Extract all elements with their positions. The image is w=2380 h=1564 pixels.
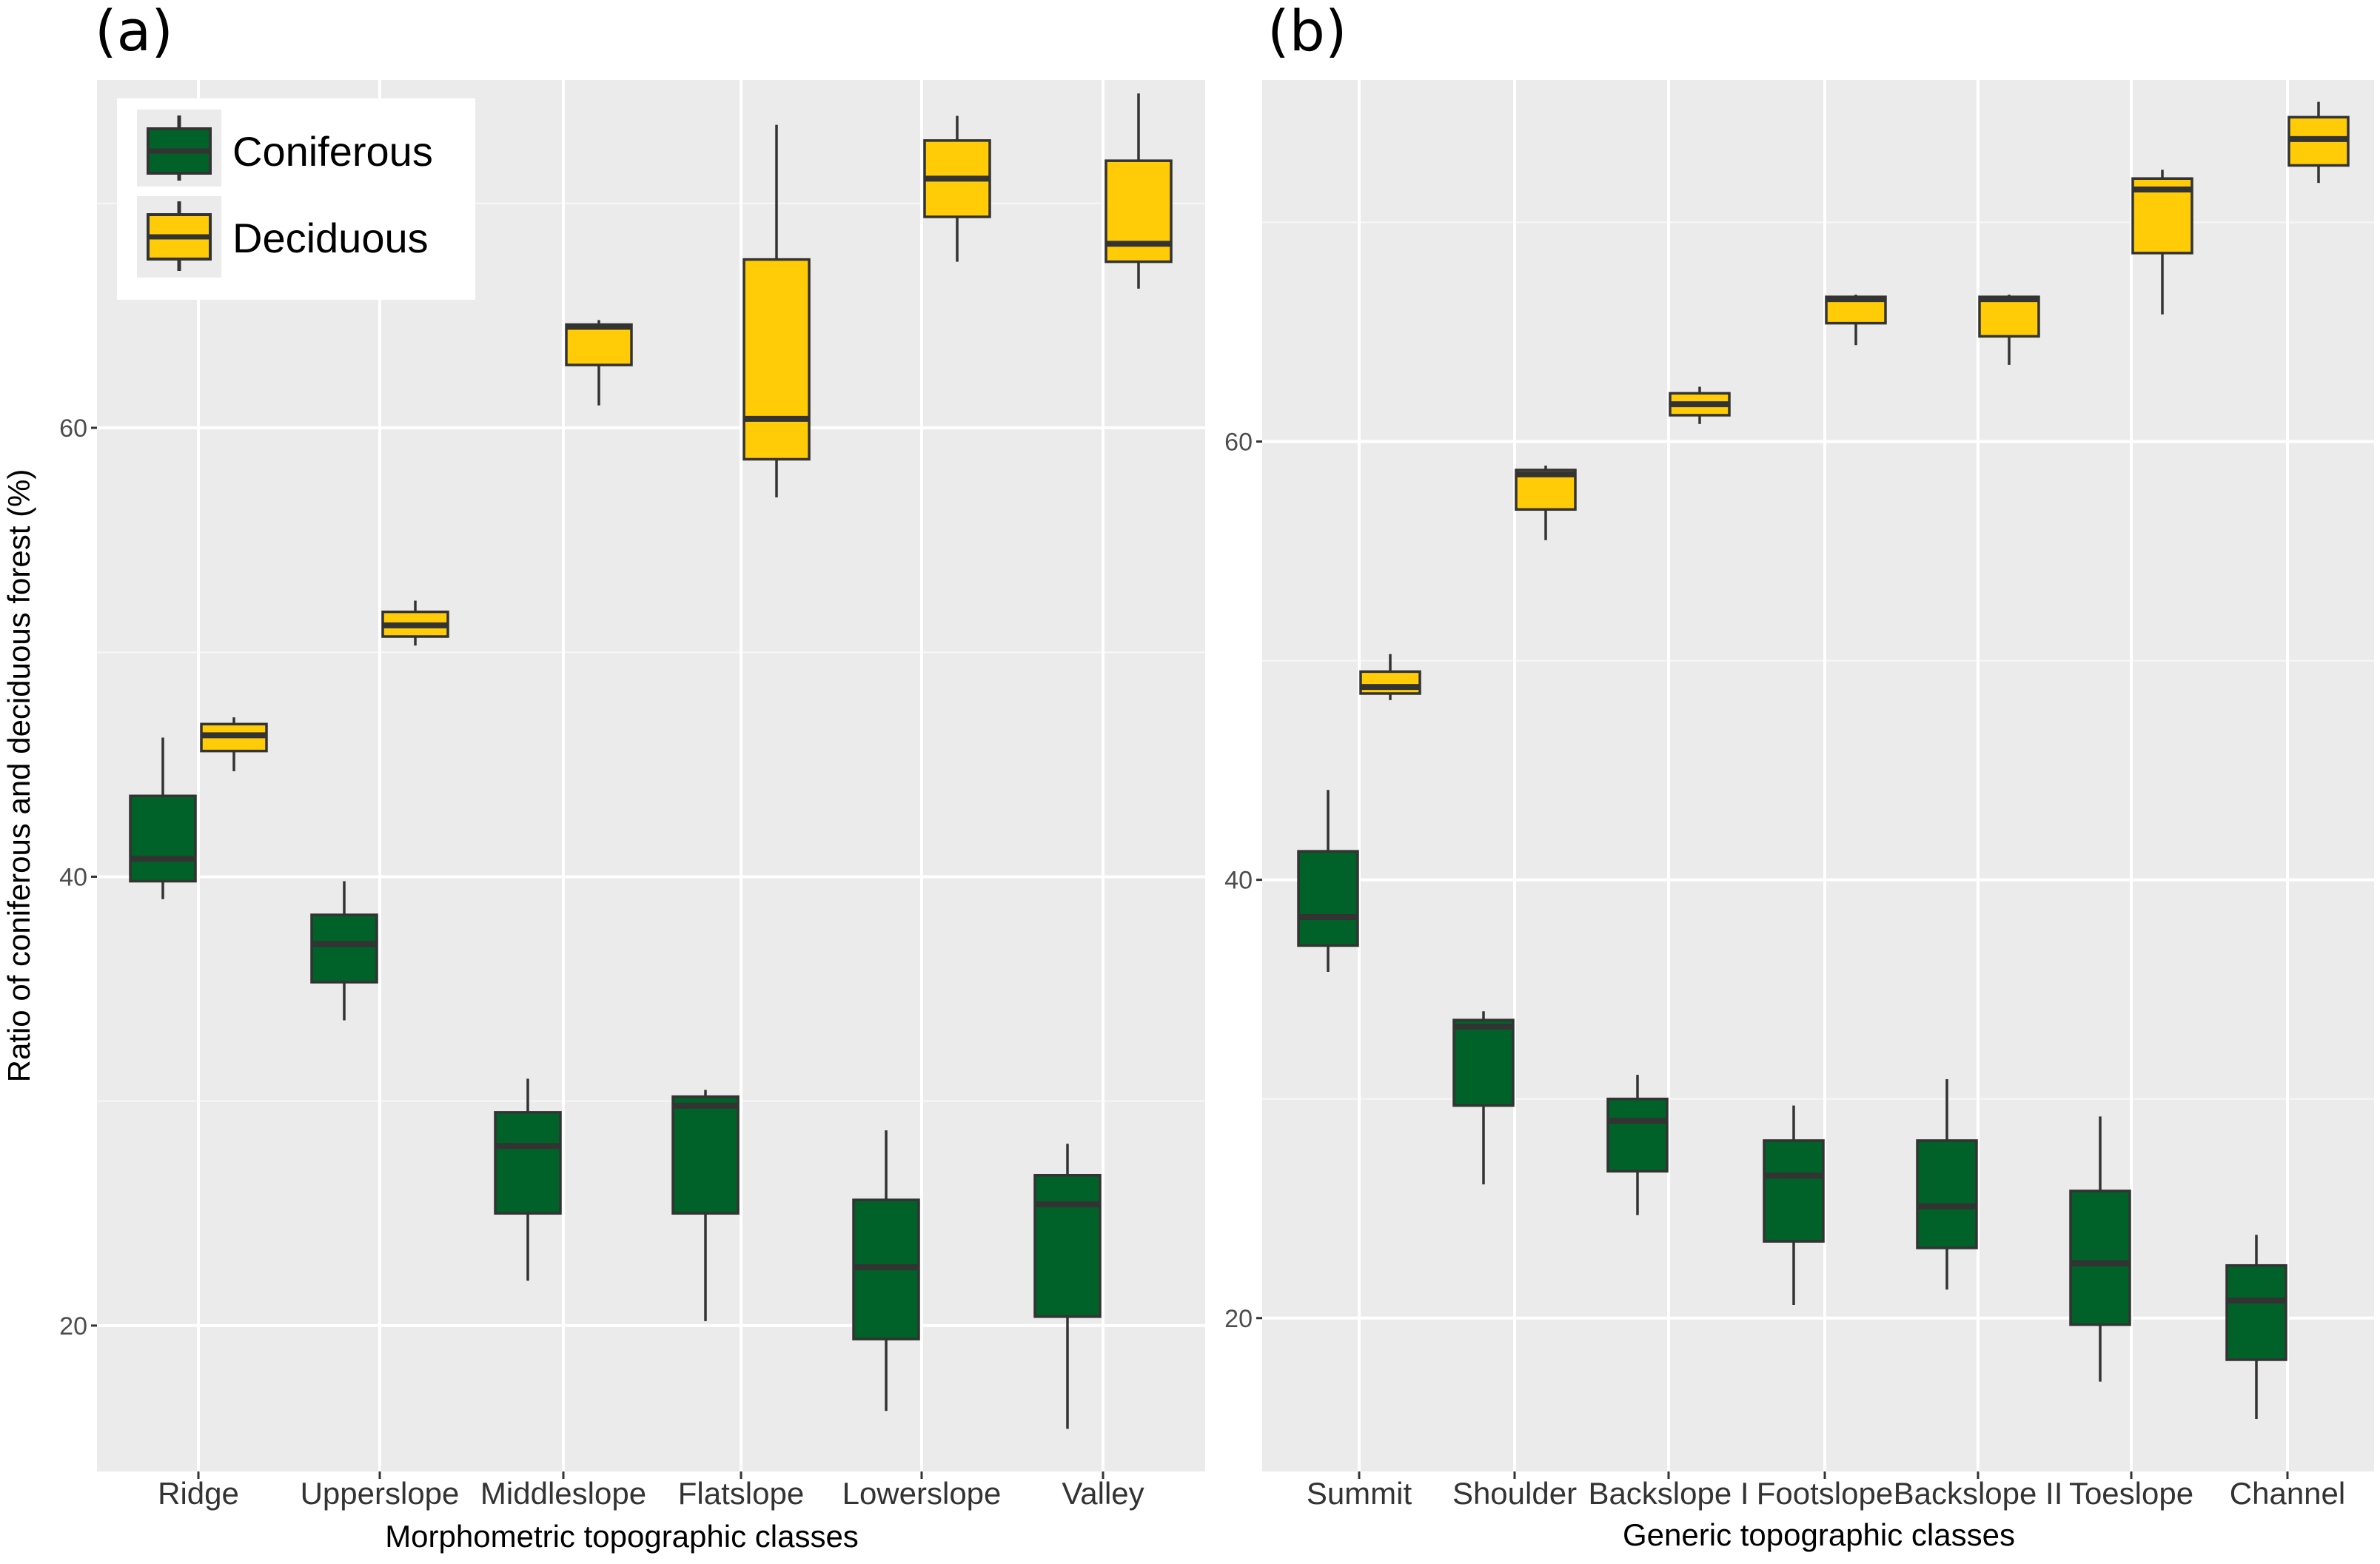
- y-tick-label: 40: [1224, 867, 1253, 895]
- box-iqr: [310, 913, 378, 984]
- y-tick-label: 40: [59, 863, 87, 891]
- box-coniferous-6: [2225, 1235, 2287, 1419]
- box-iqr: [1359, 670, 1421, 695]
- x-tick-label: Middleslope: [480, 1476, 646, 1511]
- box-coniferous-2: [1606, 1075, 1669, 1215]
- panel-b-letter: (b): [1267, 0, 1347, 64]
- y-tick-label: 20: [1224, 1305, 1253, 1333]
- box-deciduous-1: [1515, 466, 1577, 540]
- y-axis-title: Ratio of coniferous and deciduous forest…: [1, 469, 36, 1083]
- box-iqr: [2225, 1263, 2287, 1361]
- x-tick-label: Summit: [1307, 1476, 1412, 1511]
- box-deciduous-3: [743, 124, 811, 497]
- box-deciduous-5: [2131, 170, 2193, 315]
- box-deciduous-4: [1978, 295, 2040, 365]
- box-iqr: [1452, 1018, 1515, 1107]
- panel-b-plot-area: [1262, 80, 2374, 1471]
- y-tick-label: 60: [1224, 429, 1253, 457]
- box-iqr: [1033, 1173, 1102, 1318]
- x-tick-label: Toeslope: [2069, 1476, 2193, 1511]
- legend-item-coniferous: Coniferous: [137, 110, 433, 187]
- x-tick-label: Backslope I: [1588, 1476, 1749, 1511]
- box-coniferous-4: [1916, 1079, 1978, 1290]
- legend: Coniferous Deciduous: [117, 98, 475, 300]
- y-tick-label: 20: [59, 1312, 87, 1340]
- box-deciduous-0: [1359, 654, 1421, 700]
- y-tick-label: 60: [59, 415, 87, 443]
- panel-a-x-axis-title: Morphometric topographic classes: [385, 1519, 859, 1554]
- box-coniferous-0: [129, 737, 197, 899]
- box-deciduous-2: [1669, 386, 1731, 424]
- box-deciduous-6: [2287, 101, 2350, 184]
- box-coniferous-3: [671, 1090, 740, 1321]
- box-iqr: [129, 794, 197, 883]
- x-tick-label: Flatslope: [678, 1476, 804, 1511]
- panel-b-x-axis-title: Generic topographic classes: [1623, 1517, 2015, 1552]
- box-coniferous-1: [1452, 1011, 1515, 1185]
- box-deciduous-1: [381, 600, 449, 646]
- box-iqr: [1606, 1097, 1669, 1173]
- box-iqr: [494, 1111, 562, 1215]
- legend-item-deciduous: Deciduous: [137, 196, 429, 278]
- box-coniferous-2: [494, 1078, 562, 1281]
- box-deciduous-2: [565, 320, 633, 406]
- box-coniferous-0: [1297, 790, 1359, 972]
- box-deciduous-4: [923, 115, 991, 262]
- box-iqr: [2069, 1189, 2131, 1326]
- box-iqr: [565, 323, 633, 366]
- box-coniferous-5: [1033, 1144, 1102, 1429]
- box-iqr: [671, 1095, 740, 1215]
- panel-b: 20 40 60 Summit Shoulder Backslope I Footslop…: [1224, 80, 2374, 1511]
- x-tick-label: Channel: [2230, 1476, 2345, 1511]
- box-iqr: [1978, 295, 2040, 338]
- box-deciduous-3: [1825, 295, 1887, 346]
- panel-a-letter: (a): [95, 0, 173, 64]
- box-iqr: [1916, 1139, 1978, 1249]
- box-deciduous-0: [200, 717, 268, 771]
- box-coniferous-5: [2069, 1116, 2131, 1382]
- box-coniferous-3: [1763, 1105, 1825, 1305]
- x-tick-label: Footslope: [1757, 1476, 1893, 1511]
- panel-a-plot-area: [97, 80, 1205, 1471]
- box-coniferous-4: [852, 1130, 920, 1412]
- box-coniferous-1: [310, 881, 378, 1021]
- legend-label-deciduous: Deciduous: [232, 215, 429, 261]
- x-tick-label: Valley: [1062, 1476, 1144, 1511]
- x-tick-label: Lowerslope: [842, 1476, 1002, 1511]
- x-tick-label: Ridge: [158, 1476, 239, 1511]
- x-tick-label: Backslope II: [1894, 1476, 2063, 1511]
- x-tick-label: Shoulder: [1452, 1476, 1577, 1511]
- box-iqr: [743, 258, 811, 461]
- x-tick-label: Upperslope: [301, 1476, 460, 1511]
- box-iqr: [1763, 1139, 1825, 1243]
- box-iqr: [1297, 850, 1359, 947]
- box-deciduous-5: [1104, 93, 1173, 289]
- legend-label-coniferous: Coniferous: [232, 128, 433, 175]
